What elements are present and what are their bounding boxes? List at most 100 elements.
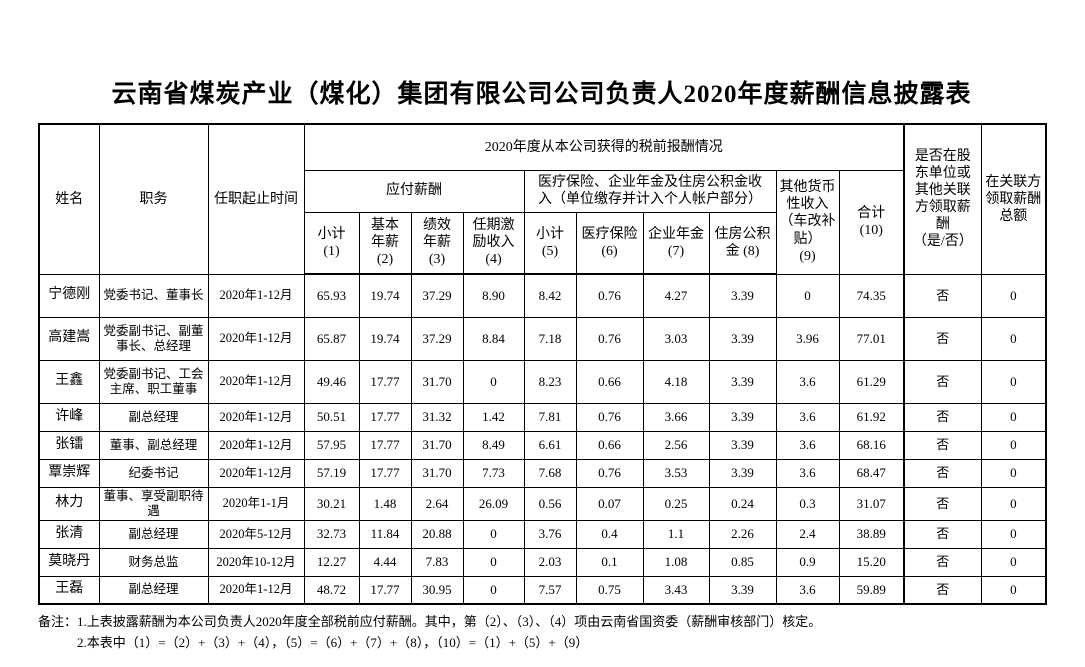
cell-medical: 0.76 — [575, 273, 644, 318]
cell-term: 2020年1-12月 — [207, 402, 305, 432]
cell-name: 张清 — [38, 519, 100, 549]
cell-total: 15.20 — [838, 547, 905, 577]
cell-term: 2020年10-12月 — [207, 547, 305, 577]
cell-base-salary: 17.77 — [358, 575, 412, 605]
cell-other-income: 3.6 — [775, 458, 840, 488]
cell-subtotal-5: 8.23 — [523, 359, 577, 404]
cell-term: 2020年1-12月 — [207, 458, 305, 488]
cell-subtotal-1: 32.73 — [303, 519, 360, 549]
cell-subtotal-5: 6.61 — [523, 430, 577, 460]
cell-related-total: 0 — [980, 458, 1047, 488]
cell-subtotal-1: 48.72 — [303, 575, 360, 605]
cell-medical: 0.76 — [575, 402, 644, 432]
salary-table: 姓名 职务 任职起止时间 2020年度从本公司获得的税前报酬情况 是否在股 东单… — [38, 123, 1048, 605]
col-header-subtotal-5: 小计 (5) — [523, 211, 577, 275]
cell-total: 68.47 — [838, 458, 905, 488]
cell-subtotal-5: 2.03 — [523, 547, 577, 577]
cell-name: 覃崇辉 — [38, 458, 100, 488]
cell-annuity: 4.18 — [642, 359, 710, 404]
cell-housing: 3.39 — [708, 273, 777, 318]
cell-total: 38.89 — [838, 519, 905, 549]
cell-base-salary: 11.84 — [358, 519, 412, 549]
note-line-1: 备注：1.上表披露薪酬为本公司负责人2020年度全部税前应付薪酬。其中，第（2）… — [38, 614, 822, 629]
cell-base-salary: 4.44 — [358, 547, 412, 577]
cell-subtotal-1: 12.27 — [303, 547, 360, 577]
cell-housing: 3.39 — [708, 402, 777, 432]
cell-related-total: 0 — [980, 359, 1047, 404]
cell-name: 许峰 — [38, 402, 100, 432]
cell-related-pay: 否 — [903, 430, 982, 460]
cell-base-salary: 19.74 — [358, 316, 412, 361]
cell-tenure-incentive: 0 — [462, 519, 525, 549]
cell-tenure-incentive: 8.90 — [462, 273, 525, 318]
table-row: 高建嵩 党委副书记、副董事长、总经理 2020年1-12月 65.87 19.7… — [38, 316, 1047, 361]
cell-base-salary: 17.77 — [358, 402, 412, 432]
cell-related-pay: 否 — [903, 316, 982, 361]
cell-annuity: 1.08 — [642, 547, 710, 577]
cell-subtotal-5: 7.68 — [523, 458, 577, 488]
col-header-housing: 住房公积 金 (8) — [708, 211, 777, 275]
col-header-tenure-incentive: 任期激 励收入 (4) — [462, 211, 525, 275]
table-row: 张镭 董事、副总经理 2020年1-12月 57.95 17.77 31.70 … — [38, 430, 1047, 460]
cell-annuity: 3.43 — [642, 575, 710, 605]
cell-other-income: 3.6 — [775, 575, 840, 605]
cell-position: 副总经理 — [98, 519, 209, 549]
cell-related-total: 0 — [980, 402, 1047, 432]
cell-base-salary: 17.77 — [358, 458, 412, 488]
cell-subtotal-1: 65.93 — [303, 273, 360, 318]
cell-name: 高建嵩 — [38, 316, 100, 361]
cell-subtotal-5: 3.76 — [523, 519, 577, 549]
cell-housing: 0.85 — [708, 547, 777, 577]
cell-position: 董事、享受副职待遇 — [98, 486, 209, 521]
cell-performance-salary: 31.70 — [410, 359, 464, 404]
cell-other-income: 3.6 — [775, 359, 840, 404]
cell-housing: 3.39 — [708, 575, 777, 605]
cell-annuity: 1.1 — [642, 519, 710, 549]
cell-performance-salary: 30.95 — [410, 575, 464, 605]
col-header-related-pay: 是否在股 东单位或 其他关联 方领取薪 酬 （是/否） — [903, 123, 982, 275]
cell-tenure-incentive: 0 — [462, 359, 525, 404]
table-body: 宁德刚 党委书记、董事长 2020年1-12月 65.93 19.74 37.2… — [38, 273, 1047, 605]
cell-subtotal-1: 57.95 — [303, 430, 360, 460]
col-header-base-salary: 基本 年薪 (2) — [358, 211, 412, 275]
cell-tenure-incentive: 0 — [462, 575, 525, 605]
cell-name: 莫晓丹 — [38, 547, 100, 577]
page-title: 云南省煤炭产业（煤化）集团有限公司公司负责人2020年度薪酬信息披露表 — [111, 81, 972, 108]
table-header: 姓名 职务 任职起止时间 2020年度从本公司获得的税前报酬情况 是否在股 东单… — [38, 123, 1047, 275]
cell-performance-salary: 2.64 — [410, 486, 464, 521]
cell-related-pay: 否 — [903, 519, 982, 549]
cell-other-income: 3.6 — [775, 430, 840, 460]
cell-base-salary: 1.48 — [358, 486, 412, 521]
cell-total: 74.35 — [838, 273, 905, 318]
cell-medical: 0.66 — [575, 430, 644, 460]
cell-term: 2020年1-12月 — [207, 359, 305, 404]
cell-housing: 3.39 — [708, 359, 777, 404]
col-header-annuity: 企业年金 (7) — [642, 211, 710, 275]
cell-other-income: 0.9 — [775, 547, 840, 577]
table-row: 覃崇辉 纪委书记 2020年1-12月 57.19 17.77 31.70 7.… — [38, 458, 1047, 488]
cell-performance-salary: 7.83 — [410, 547, 464, 577]
cell-annuity: 3.03 — [642, 316, 710, 361]
cell-total: 77.01 — [838, 316, 905, 361]
cell-related-total: 0 — [980, 575, 1047, 605]
cell-term: 2020年1-12月 — [207, 273, 305, 318]
table-row: 张清 副总经理 2020年5-12月 32.73 11.84 20.88 0 3… — [38, 519, 1047, 549]
cell-annuity: 4.27 — [642, 273, 710, 318]
cell-other-income: 2.4 — [775, 519, 840, 549]
cell-name: 林力 — [38, 486, 100, 521]
col-header-total: 合计 (10) — [838, 169, 905, 275]
table-row: 宁德刚 党委书记、董事长 2020年1-12月 65.93 19.74 37.2… — [38, 273, 1047, 318]
cell-term: 2020年1-1月 — [207, 486, 305, 521]
cell-total: 59.89 — [838, 575, 905, 605]
cell-subtotal-5: 7.18 — [523, 316, 577, 361]
cell-name: 王鑫 — [38, 359, 100, 404]
cell-tenure-incentive: 1.42 — [462, 402, 525, 432]
col-header-pretax-group: 2020年度从本公司获得的税前报酬情况 — [303, 123, 905, 171]
col-header-insurance-group: 医疗保险、企业年金及住房公积金收 入（单位缴存并计入个人帐户部分） — [523, 169, 777, 213]
cell-medical: 0.75 — [575, 575, 644, 605]
col-header-other-income: 其他货币 性收入 （车改补 贴） (9) — [775, 169, 840, 275]
header-row-subgroups: 应付薪酬 医疗保险、企业年金及住房公积金收 入（单位缴存并计入个人帐户部分） 其… — [39, 169, 1046, 275]
col-header-performance-salary: 绩效 年薪 (3) — [410, 211, 464, 275]
cell-term: 2020年1-12月 — [207, 316, 305, 361]
